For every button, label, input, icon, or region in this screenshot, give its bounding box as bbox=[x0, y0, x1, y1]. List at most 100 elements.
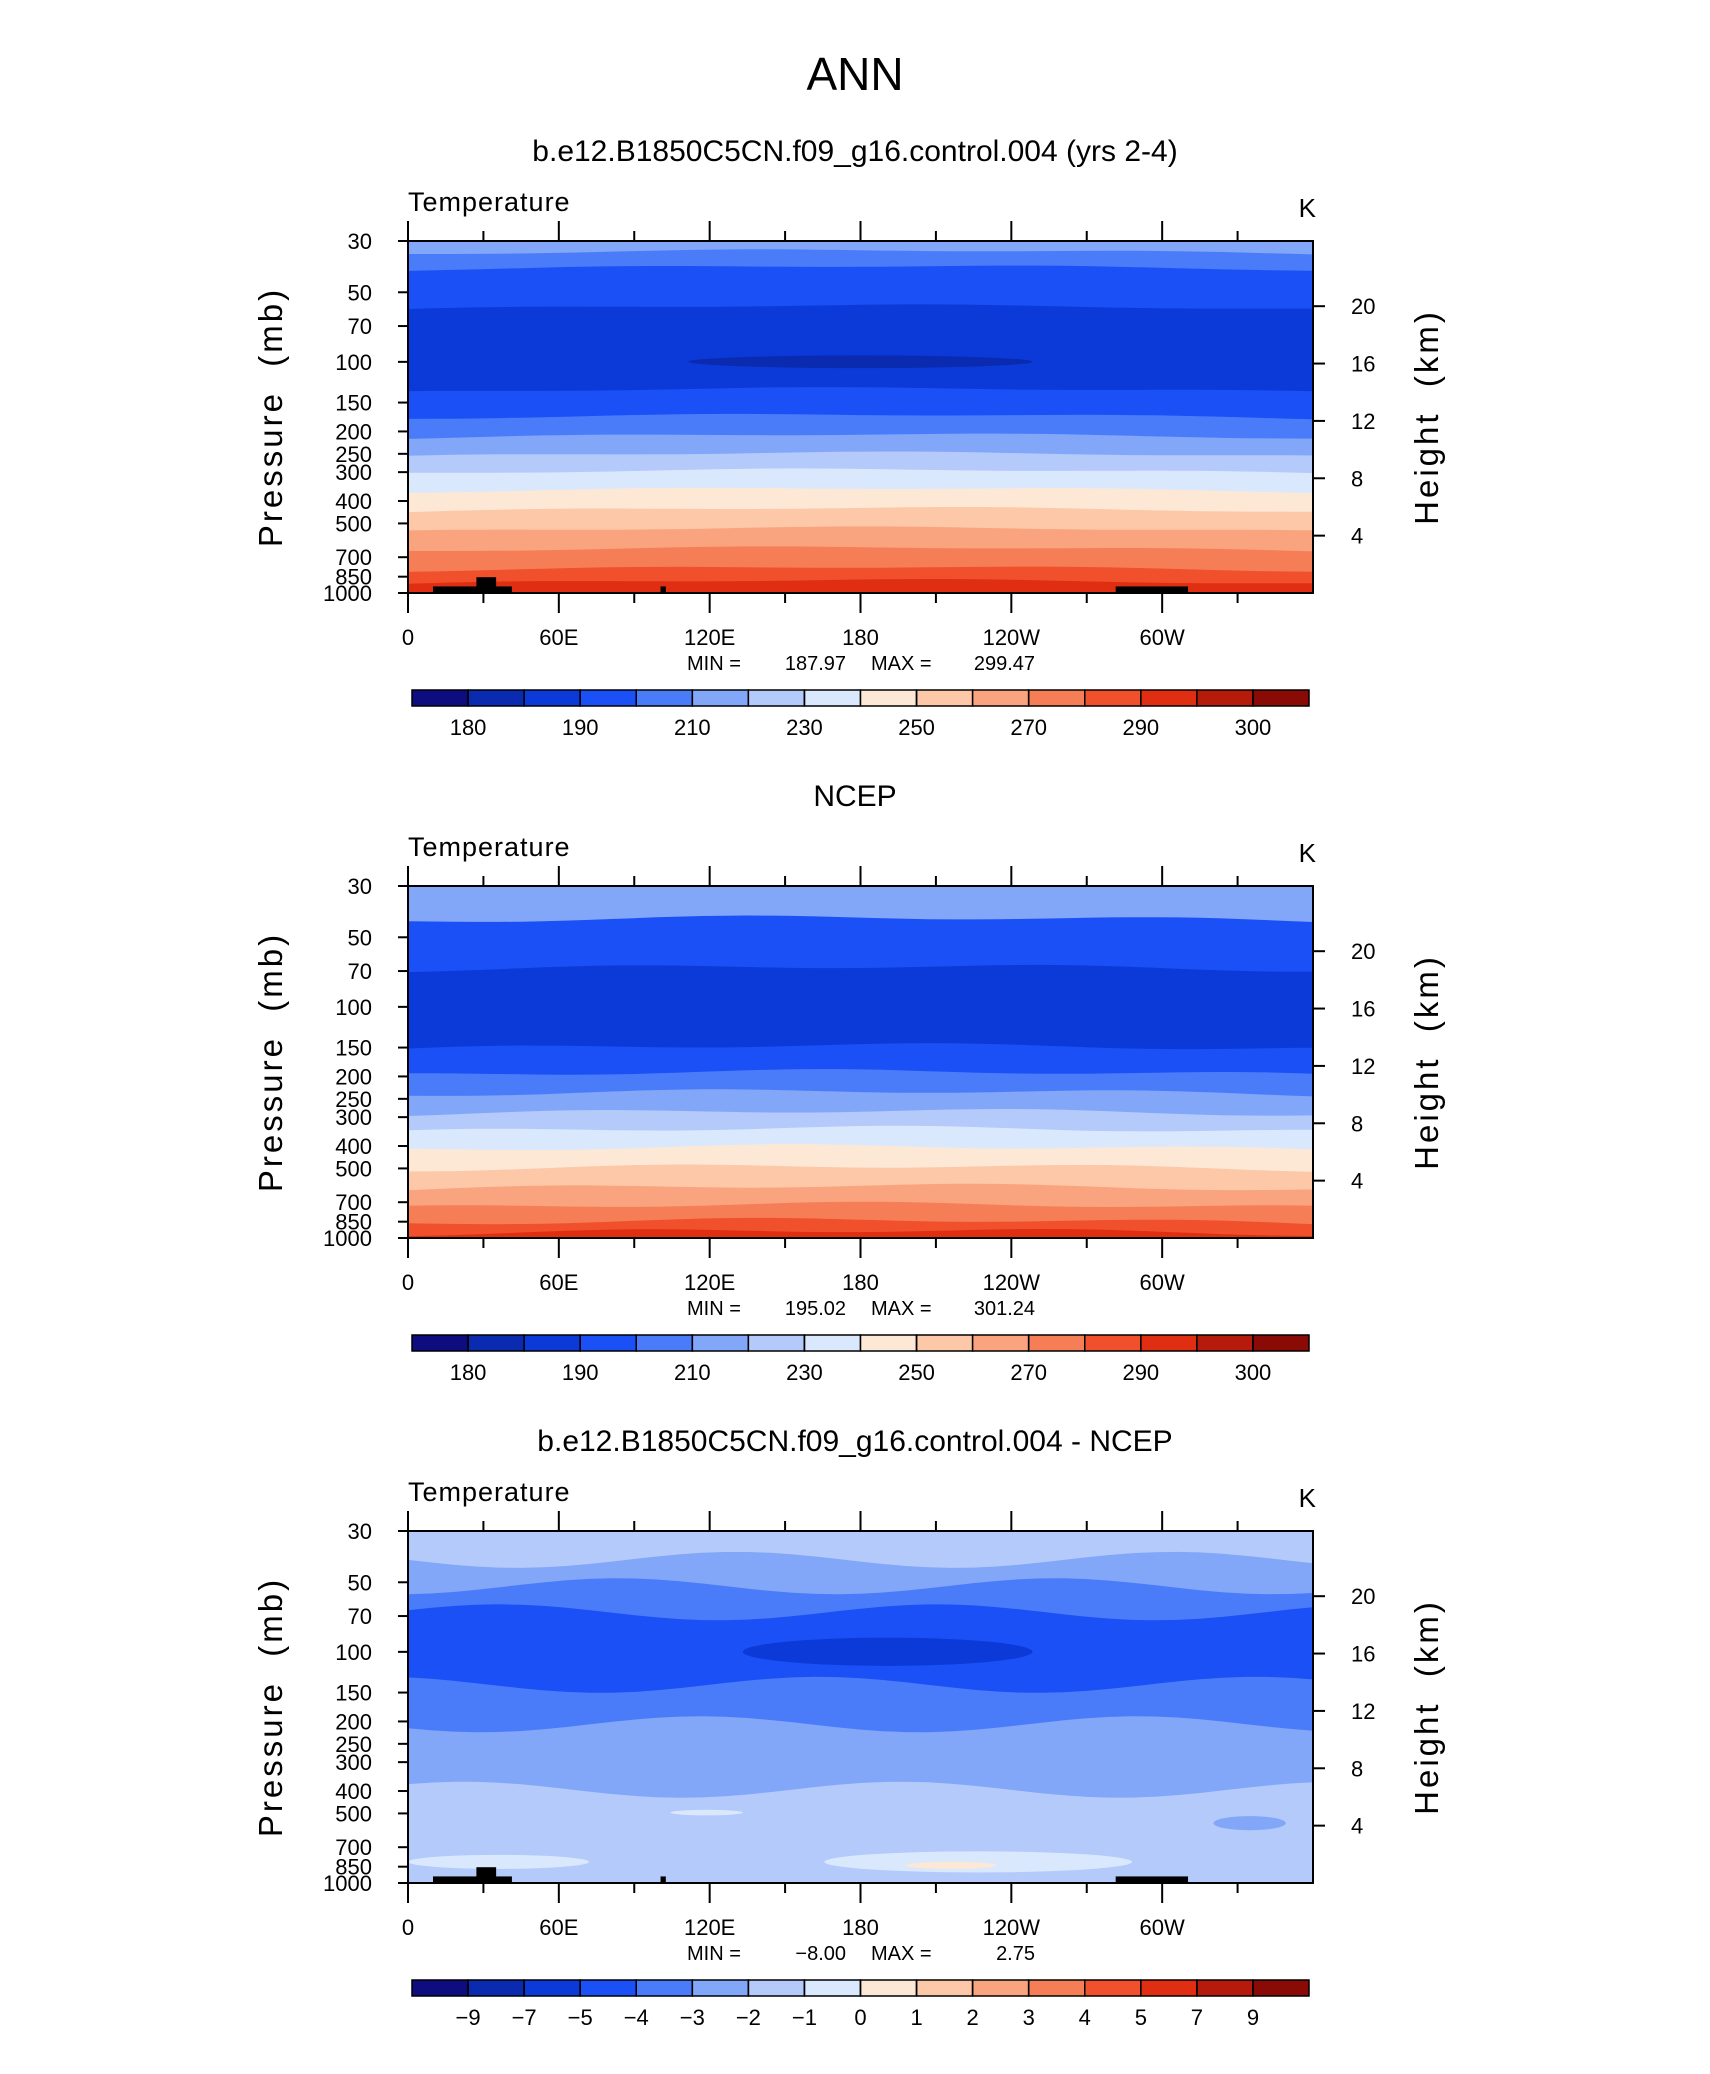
y2-tick-label: 8 bbox=[1351, 466, 1363, 491]
colorbar-label: 210 bbox=[674, 1360, 711, 1385]
colorbar-box bbox=[747, 689, 806, 707]
y-axis-title: Pressure (mb) bbox=[252, 1577, 289, 1837]
colorbar-label: 0 bbox=[854, 2005, 866, 2030]
contour-band bbox=[670, 1809, 743, 1816]
colorbar-box bbox=[915, 689, 974, 707]
colorbar-label: 250 bbox=[898, 715, 935, 740]
y-tick-label: 250 bbox=[335, 442, 372, 467]
contour-band bbox=[742, 1637, 1033, 1666]
colorbar-box bbox=[971, 1334, 1030, 1352]
colorbar-box bbox=[691, 1979, 750, 1997]
colorbar-label: 230 bbox=[786, 1360, 823, 1385]
contour-band bbox=[408, 579, 1313, 593]
x-tick-label: 180 bbox=[842, 625, 879, 650]
colorbar-label: 290 bbox=[1122, 1360, 1159, 1385]
max-label: MAX = bbox=[871, 653, 932, 675]
x-tick-label: 180 bbox=[842, 1915, 879, 1940]
y-tick-label: 1000 bbox=[323, 581, 372, 606]
min-label: MIN = bbox=[687, 653, 741, 675]
x-tick-label: 120W bbox=[983, 625, 1041, 650]
min-label: MIN = bbox=[687, 1943, 741, 1965]
y-tick-label: 70 bbox=[348, 1604, 372, 1629]
y-tick-label: 300 bbox=[335, 460, 372, 485]
colorbar-label: 180 bbox=[450, 715, 487, 740]
y2-tick-label: 20 bbox=[1351, 294, 1375, 319]
y-tick-label: 700 bbox=[335, 1190, 372, 1215]
colorbar-label: 2 bbox=[967, 2005, 979, 2030]
y2-tick-label: 12 bbox=[1351, 1054, 1375, 1079]
y2-tick-label: 16 bbox=[1351, 1642, 1375, 1667]
colorbar-label: 180 bbox=[450, 1360, 487, 1385]
y-tick-label: 300 bbox=[335, 1750, 372, 1775]
panel-title: NCEP bbox=[813, 780, 896, 813]
panel-title: b.e12.B1850C5CN.f09_g16.control.004 (yrs… bbox=[532, 135, 1177, 168]
colorbar-label: −2 bbox=[736, 2005, 761, 2030]
colorbar-box bbox=[1140, 1979, 1198, 1997]
y2-tick-label: 8 bbox=[1351, 1111, 1363, 1136]
colorbar-box bbox=[1027, 1979, 1086, 1997]
colorbar-label: 230 bbox=[786, 715, 823, 740]
min-value: 187.97 bbox=[785, 653, 846, 675]
y2-tick-label: 12 bbox=[1351, 1699, 1375, 1724]
contour-band bbox=[408, 1229, 1313, 1238]
y-tick-label: 150 bbox=[335, 391, 372, 416]
colorbar-box bbox=[523, 1979, 581, 1997]
y-axis-title: Pressure (mb) bbox=[252, 932, 289, 1192]
colorbar-box bbox=[579, 689, 637, 707]
colorbar-label: 190 bbox=[562, 715, 599, 740]
colorbar-box bbox=[803, 689, 862, 707]
max-value: 2.75 bbox=[996, 1943, 1035, 1965]
colorbar-box bbox=[747, 1334, 806, 1352]
colorbar-label: 5 bbox=[1135, 2005, 1147, 2030]
topography bbox=[432, 1876, 512, 1883]
colorbar-box bbox=[803, 1979, 862, 1997]
y-tick-label: 500 bbox=[335, 1801, 372, 1826]
min-label: MIN = bbox=[687, 1298, 741, 1320]
colorbar-box bbox=[1252, 1334, 1310, 1352]
x-tick-label: 120W bbox=[983, 1270, 1041, 1295]
colorbar-box bbox=[859, 689, 918, 707]
y2-tick-label: 16 bbox=[1351, 997, 1375, 1022]
x-tick-label: 60W bbox=[1140, 1915, 1185, 1940]
topography bbox=[432, 586, 512, 593]
x-tick-label: 60E bbox=[539, 1270, 578, 1295]
topography bbox=[1115, 1876, 1189, 1883]
y-tick-label: 70 bbox=[348, 959, 372, 984]
max-label: MAX = bbox=[871, 1298, 932, 1320]
x-tick-label: 60W bbox=[1140, 1270, 1185, 1295]
colorbar-label: 300 bbox=[1235, 715, 1272, 740]
y-tick-label: 400 bbox=[335, 489, 372, 514]
max-value: 299.47 bbox=[974, 653, 1035, 675]
contour-band bbox=[824, 1851, 1132, 1873]
y-tick-label: 700 bbox=[335, 1835, 372, 1860]
y2-axis-title: Height (km) bbox=[1408, 309, 1445, 525]
y2-tick-label: 4 bbox=[1351, 1169, 1363, 1194]
y-tick-label: 70 bbox=[348, 314, 372, 339]
y-tick-label: 700 bbox=[335, 545, 372, 570]
colorbar-box bbox=[971, 1979, 1030, 1997]
y-tick-label: 30 bbox=[348, 229, 372, 254]
colorbar-box bbox=[859, 1979, 918, 1997]
colorbar-box bbox=[635, 1979, 694, 1997]
colorbar-label: −3 bbox=[680, 2005, 705, 2030]
contour-band bbox=[408, 1854, 589, 1869]
colorbar-label: 1 bbox=[910, 2005, 922, 2030]
contour-band bbox=[1213, 1816, 1286, 1831]
colorbar-box bbox=[691, 1334, 750, 1352]
x-tick-label: 0 bbox=[402, 1915, 414, 1940]
colorbar-label: −9 bbox=[456, 2005, 481, 2030]
y-tick-label: 50 bbox=[348, 925, 372, 950]
y-tick-label: 200 bbox=[335, 1709, 372, 1734]
y-tick-label: 250 bbox=[335, 1087, 372, 1112]
max-value: 301.24 bbox=[974, 1298, 1035, 1320]
colorbar-box bbox=[859, 1334, 918, 1352]
colorbar-box bbox=[971, 689, 1030, 707]
y-tick-label: 100 bbox=[335, 995, 372, 1020]
colorbar-label: −1 bbox=[792, 2005, 817, 2030]
y-tick-label: 200 bbox=[335, 419, 372, 444]
y-tick-label: 50 bbox=[348, 1570, 372, 1595]
colorbar-box bbox=[1196, 689, 1254, 707]
colorbar-label: −5 bbox=[568, 2005, 593, 2030]
colorbar-label: 9 bbox=[1247, 2005, 1259, 2030]
